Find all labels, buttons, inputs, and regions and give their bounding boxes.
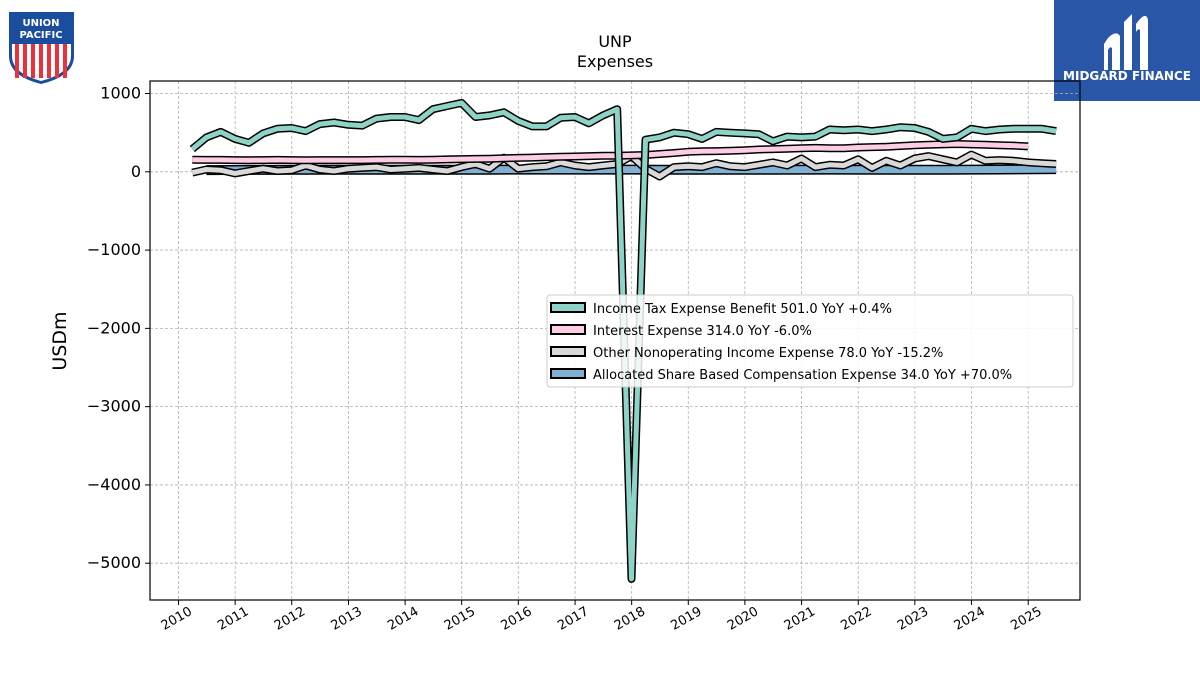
y-tick-label: −5000 bbox=[87, 553, 141, 572]
x-tick-label: 2014 bbox=[385, 604, 421, 634]
series-1 bbox=[192, 140, 1029, 165]
x-tick-label: 2013 bbox=[329, 604, 365, 634]
legend-swatch bbox=[550, 368, 586, 379]
x-tick-label: 2022 bbox=[838, 604, 874, 634]
logo-stripe bbox=[39, 44, 43, 78]
x-tick-label: 2019 bbox=[668, 604, 704, 634]
logo-stripe bbox=[63, 44, 67, 78]
series-line bbox=[192, 141, 1029, 163]
y-tick-label: 0 bbox=[131, 162, 141, 181]
logo-text-line1: UNION bbox=[22, 18, 59, 29]
y-tick-label: 1000 bbox=[100, 84, 141, 103]
logo-stripe bbox=[23, 44, 27, 78]
midgard-brand-name: MIDGARD FINANCE bbox=[1063, 69, 1191, 83]
y-tick-label: −2000 bbox=[87, 318, 141, 337]
legend-entry: Other Nonoperating Income Expense 78.0 Y… bbox=[593, 346, 943, 361]
x-tick-label: 2021 bbox=[782, 604, 818, 634]
y-tick-label: −4000 bbox=[87, 475, 141, 494]
axes-frame bbox=[149, 80, 1081, 601]
x-tick-label: 2015 bbox=[442, 604, 478, 634]
series-line bbox=[191, 152, 1057, 179]
y-tick-label: −3000 bbox=[87, 397, 141, 416]
y-axis-label: USDm bbox=[49, 311, 71, 370]
y-tick-label: −1000 bbox=[87, 240, 141, 259]
logo-stripe bbox=[55, 44, 59, 78]
x-tick-label: 2025 bbox=[1008, 604, 1044, 634]
x-tick-label: 2023 bbox=[895, 604, 931, 634]
logo-stripe bbox=[31, 44, 35, 78]
logo-stripe bbox=[15, 44, 19, 78]
y-axis: 1000 0 −1000 −2000 −3000 −4000 −5000 bbox=[87, 84, 150, 572]
union-pacific-logo: UNION PACIFIC bbox=[9, 12, 74, 84]
legend-entry: Income Tax Expense Benefit 501.0 YoY +0.… bbox=[593, 302, 892, 317]
x-tick-label: 2016 bbox=[498, 604, 534, 634]
x-tick-label: 2020 bbox=[725, 604, 761, 634]
chart-title: UNP bbox=[598, 32, 632, 51]
legend: Income Tax Expense Benefit 501.0 YoY +0.… bbox=[546, 294, 1074, 388]
legend-box bbox=[546, 294, 1074, 388]
legend-swatch bbox=[550, 324, 586, 335]
x-tick-label: 2012 bbox=[272, 604, 308, 634]
legend-swatch bbox=[550, 346, 586, 357]
midgard-mark-icon bbox=[1104, 14, 1148, 70]
x-tick-label: 2011 bbox=[215, 604, 251, 634]
chart-subtitle: Expenses bbox=[577, 52, 653, 71]
series-2 bbox=[191, 150, 1057, 181]
x-axis: 2010 2011 2012 2013 2014 2015 2016 2017 2018 2019… bbox=[159, 600, 1045, 634]
logo-stripe bbox=[47, 44, 51, 78]
legend-entry: Interest Expense 314.0 YoY -6.0% bbox=[593, 324, 812, 339]
logo-text-line2: PACIFIC bbox=[19, 30, 62, 41]
x-tick-label: 2010 bbox=[159, 604, 195, 634]
x-tick-label: 2017 bbox=[555, 604, 591, 634]
x-tick-label: 2018 bbox=[612, 604, 648, 634]
legend-entry: Allocated Share Based Compensation Expen… bbox=[593, 368, 1012, 383]
x-tick-label: 2024 bbox=[952, 604, 988, 634]
legend-swatch bbox=[550, 302, 586, 313]
midgard-finance-logo: MIDGARD FINANCE bbox=[1054, 0, 1200, 101]
